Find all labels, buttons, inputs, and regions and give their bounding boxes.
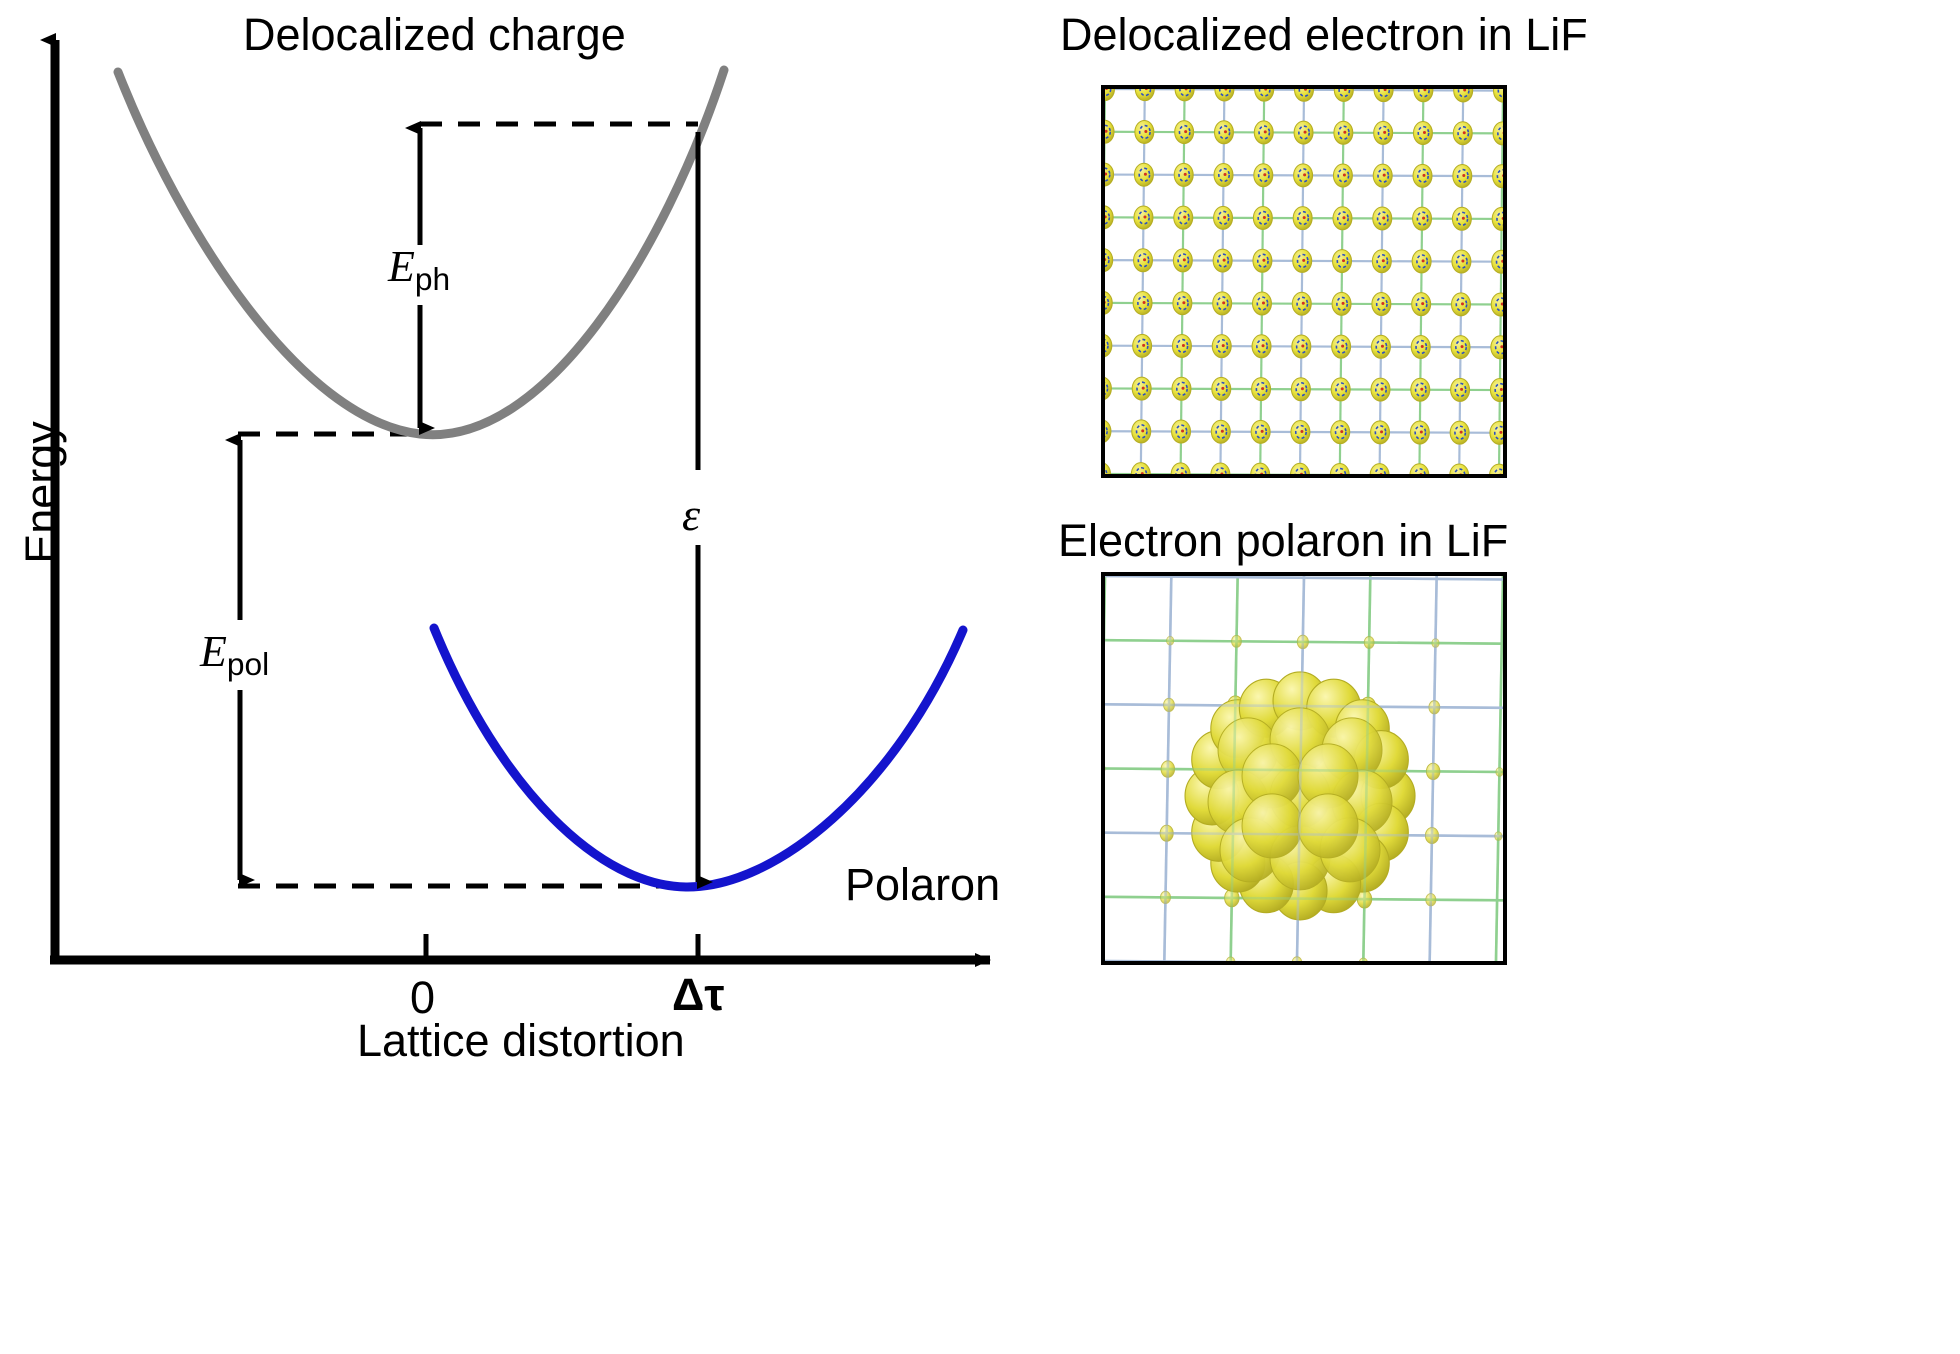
delocalized-electron-viz — [1101, 85, 1507, 478]
delocalized-electron-title: Delocalized electron in LiF — [1060, 9, 1588, 60]
level-lines — [238, 121, 700, 889]
electron-polaron-svg — [1105, 576, 1503, 961]
x-tick-label-zero: 0 — [410, 972, 436, 1023]
delocalized-charge-title: Delocalized charge — [243, 9, 626, 60]
x-tick-label-delta-tau: Δτ — [672, 969, 725, 1020]
epol-symbol: E — [200, 627, 227, 676]
x-axis-label: Lattice distortion — [357, 1015, 685, 1066]
electron-polaron-viz — [1101, 572, 1507, 965]
epol-label: Epol — [200, 630, 269, 681]
electron-polaron-title: Electron polaron in LiF — [1058, 515, 1509, 566]
eph-symbol: E — [388, 242, 415, 291]
isosurface-lobes — [1105, 89, 1503, 474]
eph-label: Eph — [388, 245, 450, 296]
energy-schematic-svg — [40, 33, 991, 967]
polaron-curve — [429, 623, 968, 892]
delocalized-electron-svg — [1105, 89, 1503, 474]
energy-schematic-panel: Delocalized charge Polaron Energy Lattic… — [15, 9, 1001, 1066]
lattice-grid-overlay — [1105, 576, 1503, 961]
y-axis-label: Energy — [15, 421, 67, 564]
charge-density-panels: Delocalized electron in LiF Electron pol… — [1040, 0, 1960, 1354]
lattice-grid — [1105, 89, 1503, 474]
epsilon-label: ε — [682, 489, 701, 540]
x-axis-ticks — [423, 934, 701, 960]
axis-lines — [40, 33, 991, 967]
polaron-curve-label: Polaron — [845, 859, 1001, 910]
epol-subscript: pol — [226, 645, 270, 682]
eph-subscript: ph — [414, 260, 451, 297]
polaron-isosurface-blob — [1184, 671, 1416, 921]
